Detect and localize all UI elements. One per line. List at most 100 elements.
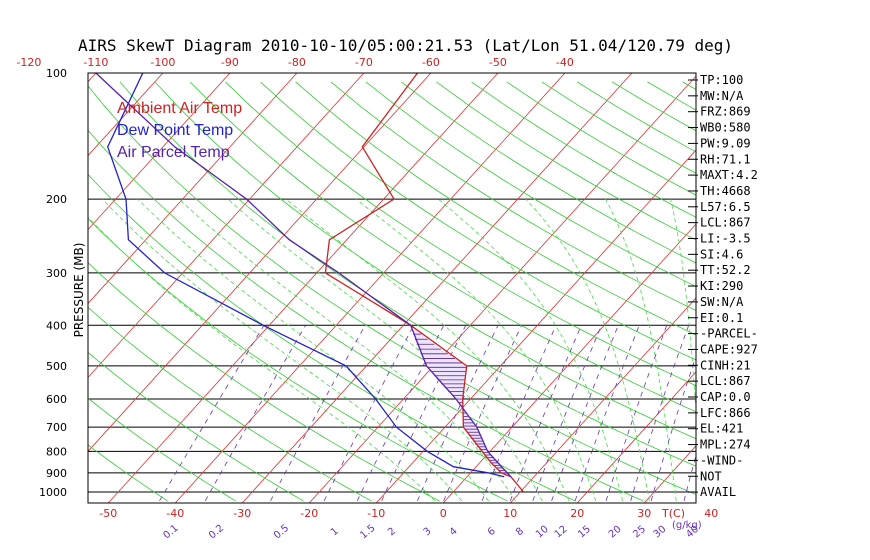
pressure-tick-label: 500 [46,360,67,373]
pressure-tick-label: 200 [46,193,67,206]
index-label: EI:0.1 [700,311,743,325]
mixing-ratio-tick-label: 4 [448,526,460,539]
mixing-ratio-tick-label: 0.5 [272,523,291,542]
index-label: EL:421 [700,422,743,436]
dry-adiabat-line [471,81,696,218]
bottom-temp-tick-label: -20 [300,507,318,520]
index-label: L57:6.5 [700,200,751,214]
mixing-ratio-line [551,325,619,502]
mixing-ratio-tick-label: 2 [386,526,398,539]
index-label: TH:4668 [700,184,751,198]
plot-frame [87,72,697,504]
bottom-temp-tick-label: -30 [233,507,251,520]
index-label: CAPE:927 [700,342,758,356]
dry-adiabat-line [365,81,696,287]
moist-adiabat-line [227,198,543,502]
top-temp-tick-label: -90 [221,56,239,69]
dry-adiabat-line [88,444,168,502]
pressure-tick-label: 800 [46,445,67,458]
mixing-ratio-tick-label: 10 [534,524,551,541]
moist-adiabat-line [285,198,570,502]
mixing-ratio-line [509,325,582,502]
isotherm-line [576,371,696,503]
dry-adiabat-line [88,397,236,502]
dry-adiabat-line [295,81,696,336]
index-label: CAP:0.0 [700,390,751,404]
chart-title: AIRS SkewT Diagram 2010-10-10/05:00:21.5… [78,36,733,55]
index-label: -WIND- [700,453,743,467]
dry-adiabat-line [88,85,696,495]
y-axis-label: PRESSURE (MB) [72,243,86,338]
mixing-ratio-line [381,325,467,502]
index-label: SW:N/A [700,295,744,309]
index-label: WB0:580 [700,121,751,135]
dry-adiabat-line [88,262,440,502]
dry-adiabat-line [154,81,696,440]
top-temp-tick-label: -60 [422,56,440,69]
index-label: SI:4.6 [700,247,743,261]
isotherm-line [442,223,696,503]
mixing-ratio-line [683,454,696,501]
pressure-tick-label: 300 [46,267,67,280]
mixing-ratio-line [650,355,696,502]
grid-lines [88,73,870,503]
top-temp-tick-label: -100 [150,56,175,69]
moist-adiabat-line [102,198,463,502]
bottom-temp-tick-label: 0 [440,507,447,520]
moist-adiabat-line [438,198,623,502]
isotherm-line [778,73,870,503]
mixing-ratio-tick-label: 8 [514,526,526,539]
index-label: KI:290 [700,279,743,293]
index-label: AVAIL [700,485,736,499]
isotherm-line [241,73,633,503]
isotherm-line [107,73,499,503]
mixing-ratio-line [323,325,415,502]
dry-adiabat-line [88,173,576,502]
mixing-ratio-line [532,325,602,502]
index-label: TT:52.2 [700,263,751,277]
top-temp-tick-label: -80 [288,56,306,69]
dry-adiabat-line [647,81,696,111]
pressure-tick-label: 700 [46,421,67,434]
mixing-ratio-tick-label: 30 [652,524,669,541]
bottom-temp-tick-label: -50 [99,507,117,520]
dry-adiabat-line [400,81,696,264]
mixing-ratio-tick-label: 1.5 [358,523,377,542]
legend-dew-point-temp: Dew Point Temp [117,122,234,139]
top-temp-tick-label: -110 [83,56,108,69]
isotherm-line [88,73,365,379]
isotherm-line [509,297,696,503]
top-temp-tick-label: -70 [355,56,373,69]
dry-adiabat-line [260,81,696,361]
dry-adiabat-line [225,81,696,387]
bottom-temp-tick-label: 40 [704,507,718,520]
dry-adiabat-line [330,81,696,311]
mixing-ratio-line [630,325,690,502]
mixing-ratio-tick-label: 1 [329,526,341,539]
isotherm-line [643,445,696,503]
index-label: LI:-3.5 [700,232,751,246]
bottom-temp-tick-label: 10 [503,507,517,520]
bottom-temp-tick-label: -40 [166,507,184,520]
index-label: FRZ:869 [700,105,751,119]
mixing-ratio-tick-label: 0.1 [161,523,180,542]
mixing-ratio-line [605,325,668,502]
isotherm-line [88,73,164,157]
index-label: LCL:867 [700,216,751,230]
series-line-air-parcel-temp [95,73,512,478]
mixing-ratio-tick-label: 0.2 [207,523,226,542]
pressure-tick-label: 600 [46,393,67,406]
mixing-ratio-line [270,325,366,502]
pressure-tick-label: 1000 [39,486,67,499]
mixing-ratio-tick-label: 12 [553,524,570,541]
cape-area [411,329,508,473]
pressure-tick-label: 100 [46,67,67,80]
index-label: MPL:274 [700,438,751,452]
mixing-ratio-line [481,325,557,502]
moist-adiabat-line [137,198,489,502]
mixing-ratio-line [417,325,499,502]
index-label: -PARCEL- [700,327,758,341]
index-label: TP:100 [700,73,743,87]
index-label: RH:71.1 [700,152,751,166]
